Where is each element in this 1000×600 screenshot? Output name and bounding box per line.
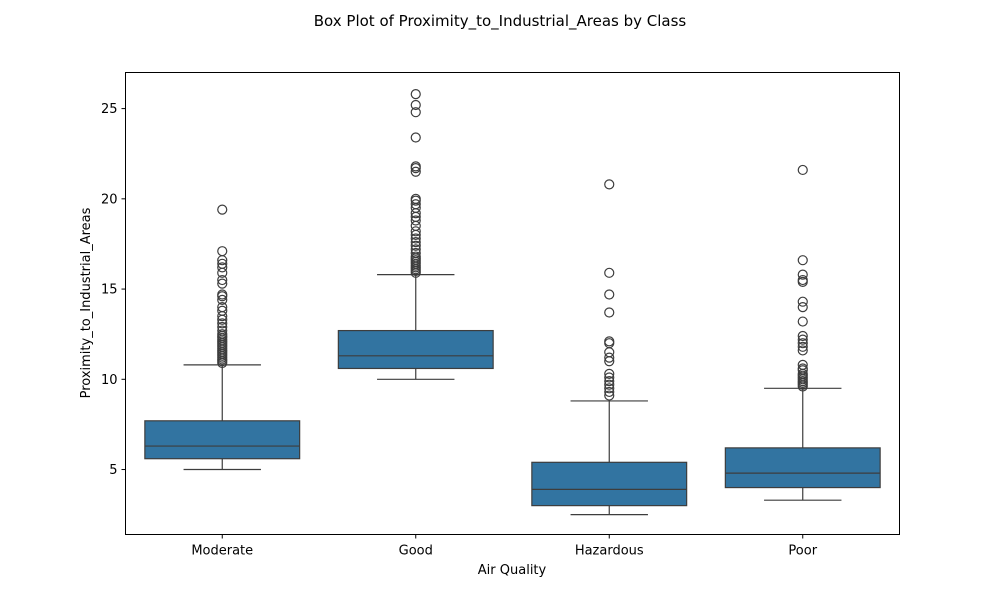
x-tick-label: Moderate <box>191 544 253 559</box>
outlier-point <box>410 244 421 255</box>
x-tick-label: Hazardous <box>575 544 644 559</box>
outlier-point <box>604 379 615 390</box>
outlier-point <box>410 233 421 244</box>
outlier-point <box>797 359 808 370</box>
outlier-point <box>797 341 808 352</box>
box-iqr <box>724 447 881 489</box>
outlier-point <box>217 204 228 215</box>
box-group-poor <box>724 164 881 501</box>
outlier-point <box>217 305 228 316</box>
outlier-point <box>797 338 808 349</box>
outlier-point <box>217 318 228 329</box>
outlier-point <box>604 390 615 401</box>
outlier-point <box>217 274 228 286</box>
box-iqr <box>531 461 688 507</box>
outlier-point <box>797 255 808 266</box>
outlier-point <box>217 294 228 305</box>
outlier-point <box>604 352 615 363</box>
outlier-point <box>410 132 421 143</box>
box-group-good <box>337 89 494 380</box>
box-group-hazardous <box>531 179 688 516</box>
outlier-point <box>410 99 421 111</box>
x-tick-label: Poor <box>788 544 817 559</box>
y-tick-label: 10 <box>101 373 118 388</box>
outlier-point <box>410 247 421 259</box>
outlier-point <box>410 237 421 248</box>
outlier-point <box>797 345 808 356</box>
outlier-point <box>604 307 615 318</box>
outlier-point <box>410 220 421 231</box>
outlier-point <box>604 383 615 394</box>
outlier-point <box>410 240 421 251</box>
outlier-point <box>797 316 808 327</box>
box-iqr <box>144 420 301 460</box>
outlier-point <box>797 330 808 342</box>
outlier-point <box>604 336 615 347</box>
outlier-point <box>604 372 615 383</box>
outlier-point <box>604 347 615 358</box>
y-tick-label: 15 <box>101 283 118 298</box>
outlier-point <box>410 161 421 172</box>
outlier-point <box>217 278 228 289</box>
plot-frame <box>125 72 900 535</box>
outlier-point <box>217 289 228 300</box>
outlier-point <box>410 107 421 118</box>
outlier-point <box>797 334 808 345</box>
plot-area <box>144 89 881 516</box>
outlier-point <box>797 274 808 286</box>
outlier-point <box>410 215 421 226</box>
outlier-point <box>604 179 615 190</box>
x-tick-label: Good <box>399 544 433 559</box>
outlier-point <box>410 199 421 210</box>
y-tick-label: 20 <box>101 192 118 207</box>
outlier-point <box>410 166 421 177</box>
box-group-moderate <box>144 204 301 471</box>
outlier-point <box>604 376 615 387</box>
outlier-point <box>797 296 808 307</box>
x-axis-label: Air Quality <box>478 563 547 578</box>
outlier-point <box>217 302 228 313</box>
y-tick-label: 25 <box>101 102 118 117</box>
outlier-point <box>410 89 421 100</box>
outlier-point <box>604 267 615 278</box>
outlier-point <box>604 289 615 300</box>
outlier-point <box>797 164 808 176</box>
outlier-point <box>217 258 228 269</box>
outlier-point <box>604 386 615 398</box>
box-iqr <box>337 329 494 370</box>
outlier-point <box>217 329 228 340</box>
y-axis-label: Proximity_to_Industrial_Areas <box>79 207 94 398</box>
outlier-point <box>217 321 228 333</box>
outlier-point <box>217 246 228 257</box>
chart-title: Box Plot of Proximity_to_Industrial_Area… <box>314 12 687 31</box>
outlier-point <box>217 325 228 336</box>
outlier-point <box>410 226 421 237</box>
outlier-point <box>797 269 808 280</box>
outlier-point <box>410 251 421 262</box>
outlier-point <box>797 363 808 374</box>
outlier-point <box>217 262 228 273</box>
outlier-point <box>797 302 808 313</box>
y-tick-label: 5 <box>109 463 117 478</box>
outlier-point <box>410 193 421 204</box>
outlier-point <box>604 368 615 379</box>
